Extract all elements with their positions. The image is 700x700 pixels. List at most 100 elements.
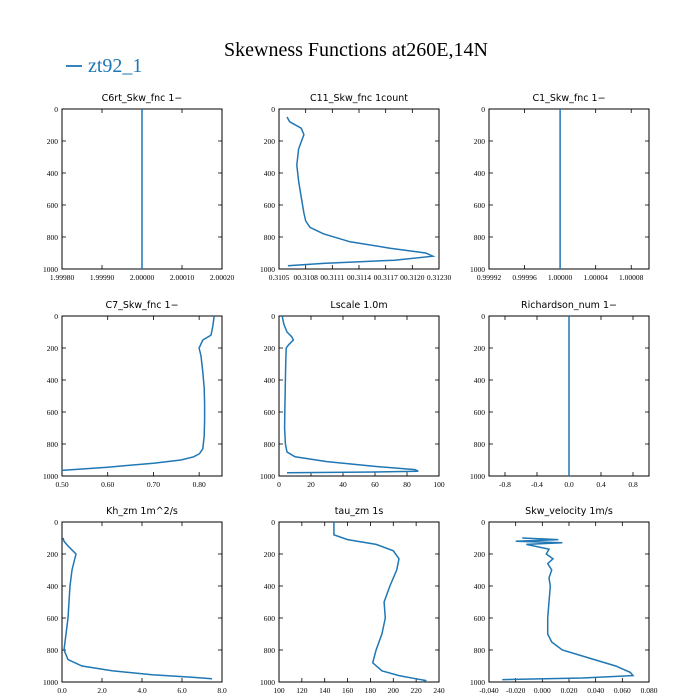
- y-tick-label: 600: [47, 201, 59, 210]
- y-tick-label: 0: [54, 105, 58, 114]
- panel-2: C11_Skw_fnc 1count 0 200 400 600 800 10000.310…: [260, 93, 451, 282]
- y-tick-label: 1000: [470, 678, 485, 687]
- y-tick-label: 400: [47, 376, 59, 385]
- plot-frame: [488, 521, 650, 683]
- y-tick-label: 0: [481, 312, 485, 321]
- y-tick-label: 800: [474, 233, 486, 242]
- y-tick-label: 400: [47, 582, 59, 591]
- x-tick-label: 4.0: [137, 686, 147, 695]
- panel-title: tau_zm 1s: [335, 506, 384, 517]
- x-tick-label: 100: [273, 686, 285, 695]
- x-tick-label: 200: [388, 686, 400, 695]
- y-tick-label: 1000: [260, 265, 275, 274]
- y-tick-label: 600: [264, 614, 276, 623]
- x-tick-label: 160: [342, 686, 354, 695]
- x-tick-label: 0: [277, 480, 281, 489]
- panel-title: C6rt_Skw_fnc 1−: [102, 93, 183, 104]
- x-tick-label: 240: [433, 686, 445, 695]
- x-tick-label: 0.70: [147, 480, 160, 489]
- series-line: [286, 116, 436, 267]
- x-tick-label: 0.080: [641, 686, 658, 695]
- y-tick-label: 800: [47, 646, 59, 655]
- legend-label: zt92_1: [88, 55, 142, 77]
- series-line: [333, 522, 428, 683]
- x-tick-label: 120: [296, 686, 308, 695]
- y-tick-label: 0: [54, 518, 58, 527]
- y-tick-label: 800: [474, 440, 486, 449]
- y-tick-label: 600: [47, 614, 59, 623]
- y-tick-label: 1000: [43, 265, 58, 274]
- x-tick-label: 20: [307, 480, 315, 489]
- y-tick-label: 800: [474, 646, 486, 655]
- y-tick-label: 800: [264, 646, 276, 655]
- x-tick-label: 0.80: [193, 480, 206, 489]
- y-tick-label: 600: [474, 201, 486, 210]
- panel-title: C7_Skw_fnc 1−: [105, 300, 178, 311]
- x-tick-label: 60: [371, 480, 379, 489]
- series-line: [502, 537, 635, 681]
- panel-6: Richardson_num 1− 0 200 400 600 800 1000 -0.8 -0…: [470, 300, 650, 489]
- plot-frame: [488, 108, 650, 270]
- x-tick-label: 0.040: [587, 686, 604, 695]
- x-tick-label: 1.99990: [90, 273, 115, 282]
- series-line: [281, 315, 419, 474]
- x-tick-label: 0.99992: [477, 273, 502, 282]
- y-tick-label: 1000: [470, 265, 485, 274]
- x-tick-label: 2.00010: [170, 273, 195, 282]
- y-tick-label: 200: [47, 344, 59, 353]
- x-tick-label: 0.50: [55, 480, 68, 489]
- x-tick-label: 100: [433, 480, 445, 489]
- x-tick-label: 8.0: [217, 686, 227, 695]
- x-tick-label: -0.040: [479, 686, 499, 695]
- y-tick-label: 200: [474, 550, 486, 559]
- x-tick-label: 40: [339, 480, 347, 489]
- x-tick-label: 0.99996: [512, 273, 537, 282]
- y-tick-label: 200: [474, 344, 486, 353]
- x-tick-label: 1.00000: [548, 273, 573, 282]
- legend: zt92_1: [66, 55, 142, 77]
- panel-title: C11_Skw_fnc 1count: [310, 93, 408, 104]
- x-tick-label: 00.3114: [347, 273, 371, 282]
- x-tick-label: -0.020: [506, 686, 526, 695]
- x-tick-label: 00.3111: [320, 273, 344, 282]
- y-tick-label: 800: [47, 440, 59, 449]
- y-tick-label: 600: [47, 408, 59, 417]
- panel-title: C1_Skw_fnc 1−: [532, 93, 605, 104]
- plot-frame: [61, 521, 223, 683]
- chart-title: Skewness Functions at260E,14N: [224, 39, 488, 61]
- x-tick-label: 2.0: [97, 686, 107, 695]
- x-tick-label: 1.00008: [619, 273, 644, 282]
- x-tick-label: 1.99980: [50, 273, 75, 282]
- x-tick-label: 0.0: [57, 686, 67, 695]
- x-tick-label: 1.00004: [583, 273, 608, 282]
- y-tick-label: 400: [264, 582, 276, 591]
- x-tick-label: 80: [403, 480, 411, 489]
- x-tick-label: 0.020: [561, 686, 578, 695]
- x-tick-label: 0.4: [596, 480, 606, 489]
- y-tick-label: 0: [481, 518, 485, 527]
- y-tick-label: 200: [264, 344, 276, 353]
- panel-9: Skw_velocity 1m/s 0 200 400 600 800 1000-0.040…: [470, 506, 658, 695]
- y-tick-label: 400: [264, 169, 276, 178]
- y-tick-label: 200: [474, 137, 486, 146]
- y-tick-label: 1000: [260, 678, 275, 687]
- x-tick-label: 0.31230: [427, 273, 452, 282]
- panel-title: Lscale 1.0m: [330, 300, 387, 311]
- x-tick-label: 140: [319, 686, 331, 695]
- y-tick-label: 600: [474, 614, 486, 623]
- y-tick-label: 1000: [43, 472, 58, 481]
- y-tick-label: 800: [264, 233, 276, 242]
- y-tick-label: 1000: [43, 678, 58, 687]
- plot-frame: [278, 521, 440, 683]
- y-tick-label: 400: [474, 376, 486, 385]
- y-tick-label: 400: [264, 376, 276, 385]
- x-tick-label: 00.3117: [374, 273, 398, 282]
- x-tick-label: 180: [365, 686, 377, 695]
